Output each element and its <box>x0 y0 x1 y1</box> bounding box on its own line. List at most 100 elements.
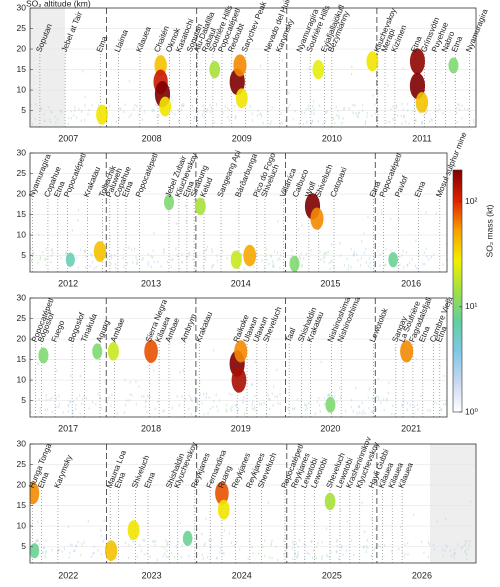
background-noise <box>352 111 354 115</box>
background-noise <box>133 247 136 251</box>
background-noise <box>417 408 419 411</box>
background-noise <box>63 547 66 550</box>
background-noise <box>351 539 353 542</box>
background-noise <box>464 107 466 111</box>
so2-plume <box>415 91 429 113</box>
background-noise <box>39 257 41 261</box>
background-noise <box>466 540 468 543</box>
background-noise <box>434 548 436 551</box>
so2-plume <box>30 482 40 505</box>
background-noise <box>260 403 263 406</box>
background-noise <box>430 255 432 259</box>
background-noise <box>202 104 204 107</box>
background-noise <box>193 116 195 119</box>
background-noise <box>209 407 211 411</box>
background-noise <box>170 95 172 98</box>
background-noise <box>468 543 470 547</box>
background-noise <box>315 556 318 560</box>
background-noise <box>203 544 205 547</box>
background-noise <box>251 403 253 407</box>
background-noise <box>339 242 341 245</box>
background-noise <box>72 412 74 415</box>
background-noise <box>46 408 49 411</box>
background-noise <box>426 109 429 112</box>
background-noise <box>291 249 293 252</box>
background-noise <box>230 541 233 544</box>
background-noise <box>401 253 403 257</box>
background-noise <box>169 540 171 544</box>
background-noise <box>130 113 132 116</box>
background-noise <box>172 258 174 261</box>
background-noise <box>295 542 297 545</box>
background-noise <box>420 394 422 398</box>
so2-plume <box>127 520 140 541</box>
background-noise <box>164 546 166 550</box>
background-noise <box>292 542 295 546</box>
background-noise <box>231 405 233 408</box>
background-noise <box>313 108 315 111</box>
background-noise <box>40 107 42 110</box>
background-noise <box>338 114 340 118</box>
background-noise <box>145 405 147 409</box>
background-noise <box>394 412 396 416</box>
plot-frame <box>29 152 448 273</box>
background-noise <box>170 551 173 555</box>
background-noise <box>171 406 173 410</box>
background-noise <box>264 539 266 542</box>
so2-plume <box>400 340 414 363</box>
background-noise <box>329 556 331 559</box>
background-noise <box>37 261 39 265</box>
background-noise <box>427 541 430 544</box>
background-noise <box>95 265 97 269</box>
background-noise <box>149 396 151 399</box>
background-noise <box>50 254 53 258</box>
background-noise <box>265 247 268 251</box>
background-noise <box>464 539 466 543</box>
background-noise <box>465 553 467 556</box>
background-noise <box>44 258 46 261</box>
background-noise <box>331 394 333 397</box>
background-noise <box>307 401 310 405</box>
background-noise <box>436 520 438 523</box>
background-noise <box>305 252 307 256</box>
background-noise <box>136 261 138 265</box>
background-noise <box>179 521 181 525</box>
y-tick-label: 15 <box>17 500 27 510</box>
background-noise <box>155 103 157 106</box>
year-label: 2019 <box>231 423 251 433</box>
year-label: 2014 <box>231 278 251 288</box>
background-noise <box>188 407 190 411</box>
background-noise <box>262 545 264 549</box>
background-noise <box>83 395 85 398</box>
so2-plume <box>209 60 221 79</box>
background-noise <box>284 119 286 123</box>
background-noise <box>194 394 197 397</box>
background-noise <box>251 383 253 387</box>
background-noise <box>357 112 359 115</box>
background-noise <box>146 410 148 414</box>
background-noise <box>38 398 40 401</box>
background-noise <box>74 549 76 552</box>
background-noise <box>44 119 47 122</box>
background-noise <box>196 398 198 401</box>
background-noise <box>323 397 326 400</box>
background-noise <box>193 505 195 508</box>
background-noise <box>212 263 214 267</box>
background-noise <box>84 95 86 99</box>
background-noise <box>141 258 143 262</box>
background-noise <box>65 252 67 256</box>
background-noise <box>432 543 435 547</box>
background-noise <box>175 222 178 225</box>
background-noise <box>208 539 210 542</box>
background-noise <box>433 253 435 256</box>
background-noise <box>128 246 130 249</box>
background-noise <box>358 405 361 409</box>
background-noise <box>333 395 335 398</box>
background-noise <box>374 398 376 401</box>
background-noise <box>402 108 404 111</box>
background-noise <box>136 104 138 108</box>
background-noise <box>147 261 149 264</box>
background-noise <box>350 265 352 269</box>
background-noise <box>359 411 361 414</box>
background-noise <box>138 385 140 388</box>
